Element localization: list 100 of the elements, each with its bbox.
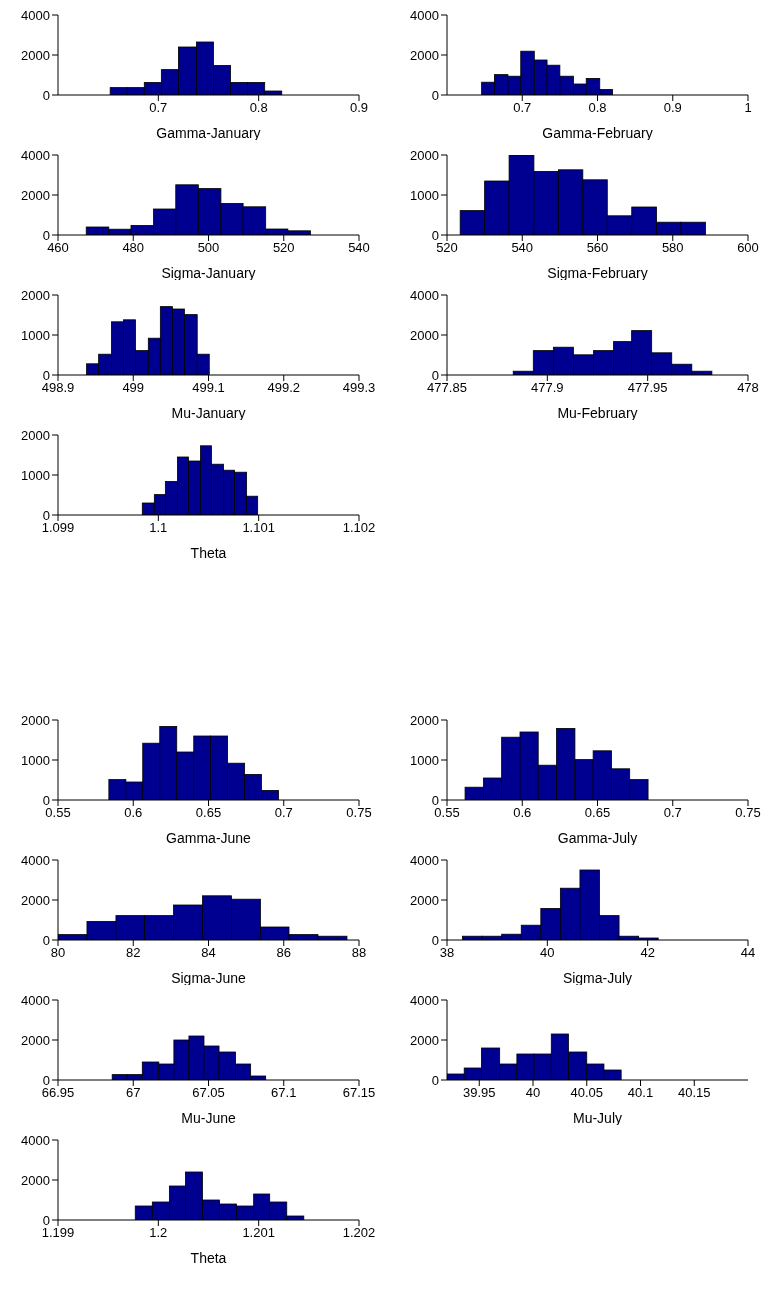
x-tick-label: 38 [439, 945, 455, 961]
y-tick-label: 4000 [410, 287, 439, 303]
y-tick-label: 0 [431, 932, 439, 948]
y-tick-label: 0 [42, 792, 50, 808]
x-tick-label: 540 [348, 240, 370, 256]
x-tick-label: 0.55 [45, 805, 71, 821]
y-tick-label: 2000 [410, 147, 439, 163]
x-tick-label: 600 [737, 240, 759, 256]
x-tick-label: 0.8 [249, 100, 268, 116]
y-tick-label: 1000 [410, 752, 439, 768]
x-tick-label: 477.9 [531, 380, 564, 396]
y-tick-label: 0 [42, 227, 50, 243]
y-tick-label: 0 [431, 87, 439, 103]
y-tick-label: 2000 [21, 47, 50, 63]
x-axis-title: Mu-July [572, 1110, 623, 1126]
x-tick-label: 499.1 [192, 380, 225, 396]
x-tick-label: 84 [201, 945, 216, 961]
x-tick-label: 67.1 [271, 1085, 297, 1101]
y-tick-label: 4000 [410, 992, 439, 1008]
y-tick-label: 0 [42, 367, 50, 383]
x-tick-label: 0.7 [274, 805, 293, 821]
x-tick-label: 0.75 [346, 805, 372, 821]
y-tick-label: 0 [42, 1212, 50, 1228]
x-tick-label: 1.099 [41, 520, 75, 536]
x-tick-label: 1.202 [342, 1225, 376, 1241]
y-tick-label: 0 [42, 507, 50, 523]
y-tick-label: 0 [42, 1072, 50, 1088]
x-tick-label: 67 [126, 1085, 141, 1101]
x-tick-label: 520 [272, 240, 295, 256]
x-tick-label: 40 [540, 945, 555, 961]
x-tick-label: 67.15 [342, 1085, 376, 1101]
x-tick-label: 0.9 [349, 100, 369, 116]
y-tick-label: 1000 [21, 327, 50, 343]
y-tick-label: 2000 [21, 712, 50, 728]
y-tick-label: 4000 [410, 7, 439, 23]
y-tick-label: 0 [431, 792, 439, 808]
x-tick-label: 0.55 [434, 805, 460, 821]
x-tick-label: 1.201 [242, 1225, 275, 1241]
x-tick-label: 0.7 [149, 100, 168, 116]
y-tick-label: 2000 [410, 892, 439, 908]
x-tick-label: 0.65 [195, 805, 222, 821]
y-tick-label: 2000 [21, 1172, 50, 1188]
x-tick-label: 580 [661, 240, 684, 256]
x-tick-label: 0.7 [663, 805, 682, 821]
x-axis-title: Gamma-July [557, 830, 638, 846]
x-tick-label: 40.15 [677, 1085, 711, 1101]
x-axis-title: Theta [190, 1250, 227, 1266]
y-tick-label: 2000 [410, 712, 439, 728]
x-axis-title: Gamma-February [542, 125, 653, 141]
x-tick-label: 478 [737, 380, 759, 396]
y-tick-label: 2000 [21, 287, 50, 303]
x-tick-label: 67.05 [192, 1085, 225, 1101]
y-tick-label: 2000 [21, 1032, 50, 1048]
x-tick-label: 1.2 [149, 1225, 168, 1241]
x-tick-label: 520 [436, 240, 458, 256]
x-axis-title: Sigma-February [547, 265, 648, 281]
x-axis-title: Sigma-June [171, 970, 247, 986]
x-tick-label: 44 [740, 945, 756, 961]
x-tick-label: 0.9 [663, 100, 682, 116]
y-tick-label: 2000 [410, 1032, 439, 1048]
y-tick-label: 2000 [410, 47, 439, 63]
x-tick-label: 0.6 [124, 805, 143, 821]
y-tick-label: 0 [431, 227, 439, 243]
x-tick-label: 0.65 [584, 805, 611, 821]
x-tick-label: 0.6 [513, 805, 532, 821]
x-axis-title: Mu-January [171, 405, 246, 421]
x-tick-label: 42 [640, 945, 655, 961]
y-tick-label: 0 [42, 932, 50, 948]
x-tick-label: 0.8 [588, 100, 607, 116]
y-tick-label: 4000 [21, 852, 50, 868]
y-tick-label: 2000 [21, 427, 50, 443]
x-tick-label: 1.1 [149, 520, 168, 536]
y-tick-label: 0 [431, 1072, 439, 1088]
x-tick-label: 499.3 [342, 380, 376, 396]
y-tick-label: 1000 [21, 752, 50, 768]
x-tick-label: 477.95 [627, 380, 668, 396]
x-tick-label: 0.75 [735, 805, 761, 821]
x-axis-title: Mu-February [557, 405, 638, 421]
x-axis-title: Gamma-June [166, 830, 252, 846]
x-tick-label: 477.85 [427, 380, 467, 396]
y-tick-label: 1000 [21, 467, 50, 483]
x-tick-label: 500 [197, 240, 220, 256]
x-tick-label: 460 [47, 240, 69, 256]
y-tick-label: 2000 [21, 892, 50, 908]
x-tick-label: 1.102 [342, 520, 376, 536]
y-tick-label: 2000 [21, 187, 50, 203]
x-tick-label: 498.9 [41, 380, 75, 396]
x-tick-label: 82 [126, 945, 141, 961]
x-tick-label: 39.95 [462, 1085, 496, 1101]
x-axis-title: Sigma-January [161, 265, 256, 281]
x-axis-title: Mu-June [181, 1110, 236, 1126]
y-tick-label: 4000 [21, 147, 50, 163]
x-tick-label: 88 [351, 945, 367, 961]
x-tick-label: 80 [50, 945, 66, 961]
x-axis-title: Sigma-July [562, 970, 633, 986]
y-tick-label: 2000 [410, 327, 439, 343]
y-tick-label: 4000 [21, 992, 50, 1008]
x-tick-label: 1 [744, 100, 752, 116]
x-axis-title: Theta [190, 545, 227, 561]
x-axis-title: Gamma-January [156, 125, 261, 141]
